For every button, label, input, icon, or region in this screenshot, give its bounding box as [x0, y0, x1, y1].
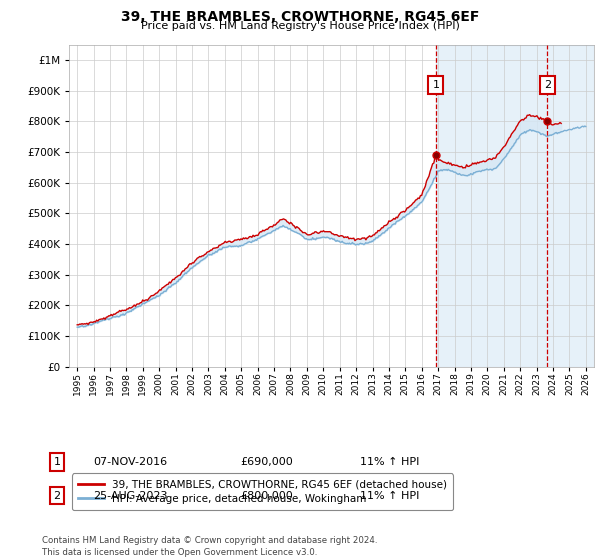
Text: 39, THE BRAMBLES, CROWTHORNE, RG45 6EF: 39, THE BRAMBLES, CROWTHORNE, RG45 6EF [121, 10, 479, 24]
Text: 2: 2 [53, 491, 61, 501]
Text: 1: 1 [53, 457, 61, 467]
Text: £690,000: £690,000 [240, 457, 293, 467]
Text: 11% ↑ HPI: 11% ↑ HPI [360, 491, 419, 501]
Legend: 39, THE BRAMBLES, CROWTHORNE, RG45 6EF (detached house), HPI: Average price, det: 39, THE BRAMBLES, CROWTHORNE, RG45 6EF (… [71, 473, 454, 510]
Text: 1: 1 [433, 80, 439, 90]
Text: 11% ↑ HPI: 11% ↑ HPI [360, 457, 419, 467]
Bar [436, 45, 594, 367]
Text: 25-AUG-2023: 25-AUG-2023 [93, 491, 167, 501]
Text: £800,000: £800,000 [240, 491, 293, 501]
Text: Price paid vs. HM Land Registry's House Price Index (HPI): Price paid vs. HM Land Registry's House … [140, 21, 460, 31]
Text: 07-NOV-2016: 07-NOV-2016 [93, 457, 167, 467]
Text: Contains HM Land Registry data © Crown copyright and database right 2024.
This d: Contains HM Land Registry data © Crown c… [42, 536, 377, 557]
Text: 2: 2 [544, 80, 551, 90]
